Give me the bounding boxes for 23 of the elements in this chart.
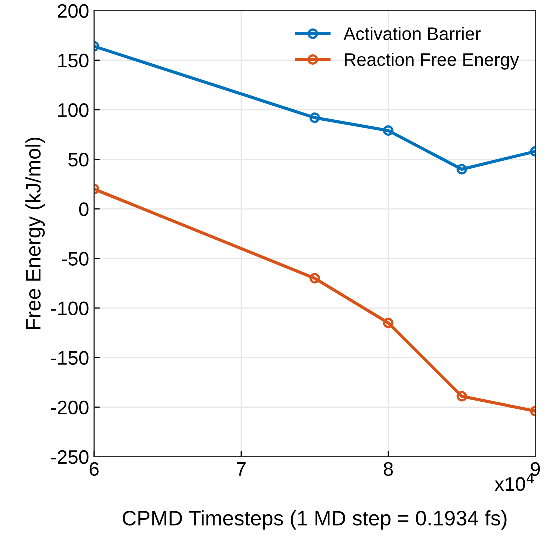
legend-label: Activation Barrier [344,27,481,40]
y-tick-label: 100 [58,103,89,118]
x-tick-label: 7 [237,462,246,476]
y-tick-label: -250 [51,450,89,464]
y-tick-label: -150 [51,351,89,366]
x-tick-label: 6 [90,462,99,476]
point [456,164,468,175]
x-tick-label: 8 [384,462,394,476]
y-axis-title: Free Energy (kJ/mol) [26,138,46,330]
y-tick-label: 0 [79,202,89,216]
point [310,112,320,124]
point [456,391,468,402]
x-axis-title: CPMD Timesteps (1 MD step = 0.1934 fs) [122,510,507,530]
point [383,126,394,136]
y-tick-label: 50 [68,153,89,167]
legend-label: Reaction Free Energy [345,52,520,70]
point [383,318,394,328]
y-tick-label: 150 [58,54,89,68]
y-tick-label: -100 [51,302,89,316]
y-tick-label: -50 [62,252,89,266]
y-tick-label: 200 [58,4,89,18]
point [310,273,320,284]
y-tick-label: -200 [51,400,89,415]
